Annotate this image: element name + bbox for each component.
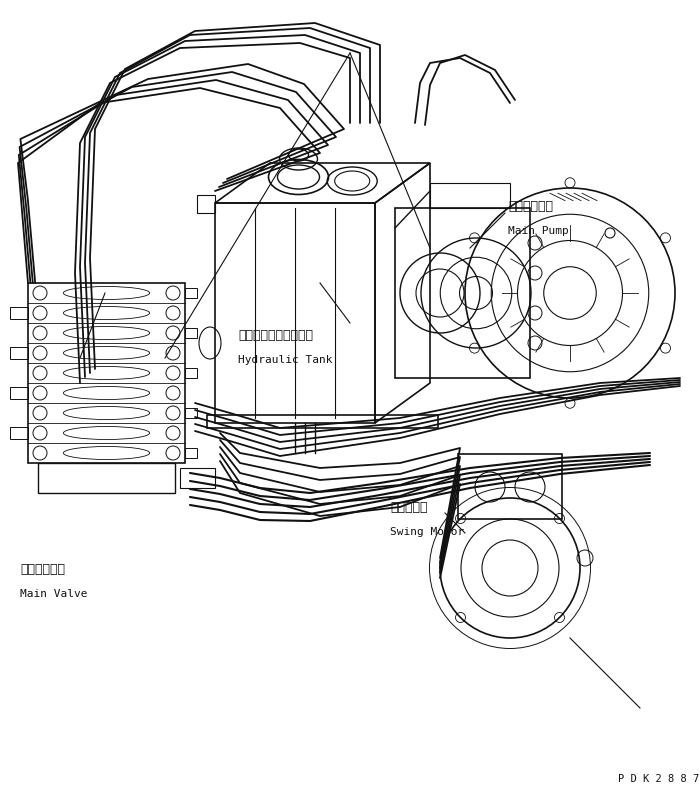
Text: Main Valve: Main Valve: [20, 589, 88, 598]
Text: Swing Motor: Swing Motor: [390, 526, 464, 536]
Bar: [185, 328, 197, 339]
Text: Hydraulic Tank: Hydraulic Tank: [238, 355, 332, 365]
Bar: [38, 463, 175, 493]
Bar: [10, 308, 28, 320]
Bar: [28, 283, 185, 463]
Text: ハイドロリックタンク: ハイドロリックタンク: [238, 328, 313, 341]
Bar: [430, 184, 510, 209]
Text: P D K 2 8 8 7: P D K 2 8 8 7: [618, 773, 699, 783]
Bar: [10, 348, 28, 360]
Text: 旋回モータ: 旋回モータ: [390, 500, 428, 513]
Bar: [180, 468, 215, 488]
Bar: [185, 409, 197, 418]
Bar: [185, 369, 197, 378]
Bar: [10, 427, 28, 439]
Text: メインポンプ: メインポンプ: [508, 200, 553, 213]
Bar: [10, 388, 28, 400]
Bar: [185, 448, 197, 459]
Bar: [197, 196, 215, 214]
Bar: [185, 288, 197, 299]
Text: Main Pump: Main Pump: [508, 226, 568, 236]
Text: メインバルブ: メインバルブ: [20, 562, 65, 575]
Bar: [458, 454, 562, 520]
